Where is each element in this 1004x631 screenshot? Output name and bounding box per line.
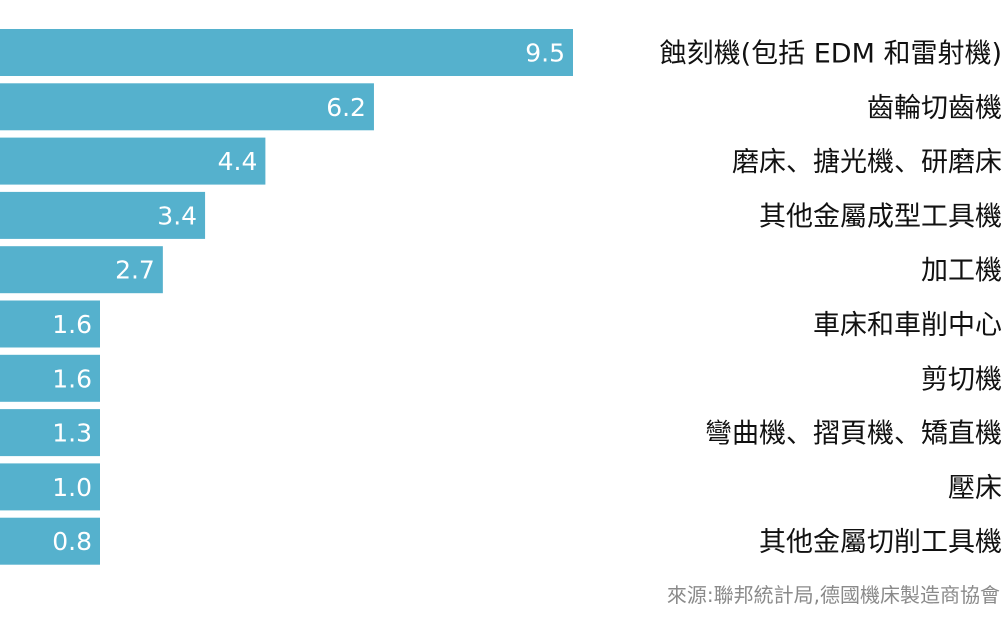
category-label: 齒輪切齒機 [867,93,1002,124]
category-label: 磨床、搪光機、研磨床 [732,147,1002,178]
bar [0,29,573,76]
category-label: 加工機 [921,256,1002,287]
category-label: 蝕刻機(包括 EDM 和雷射機) [660,39,1002,70]
bar-value-label: 6.2 [326,93,366,122]
category-label: 其他金屬成型工具機 [759,201,1002,232]
bar [0,137,266,185]
bar-value-label: 1.0 [52,473,92,502]
category-label: 剪切機 [921,364,1002,395]
category-label: 車床和車削中心 [813,310,1002,341]
bar-value-label: 0.8 [52,527,92,556]
bar-value-label: 1.6 [52,364,92,393]
bar [0,300,100,348]
bar-value-label: 3.4 [157,201,197,230]
bar [0,83,374,131]
bar [0,517,100,565]
bar [0,409,100,457]
category-label: 壓床 [948,473,1002,504]
bar [0,354,100,402]
category-label: 彎曲機、摺頁機、矯直機 [705,419,1002,450]
bar [0,191,206,239]
bar-value-label: 1.3 [52,419,92,448]
category-label: 其他金屬切削工具機 [759,527,1002,558]
bar-value-label: 2.7 [115,256,155,285]
source-note: 來源:聯邦統計局,德國機床製造商協會 [666,583,1000,607]
bar [0,246,163,294]
bar-value-label: 9.5 [525,39,565,68]
bar-value-label: 1.6 [52,310,92,339]
bar-value-label: 4.4 [218,147,258,176]
bar [0,463,100,511]
